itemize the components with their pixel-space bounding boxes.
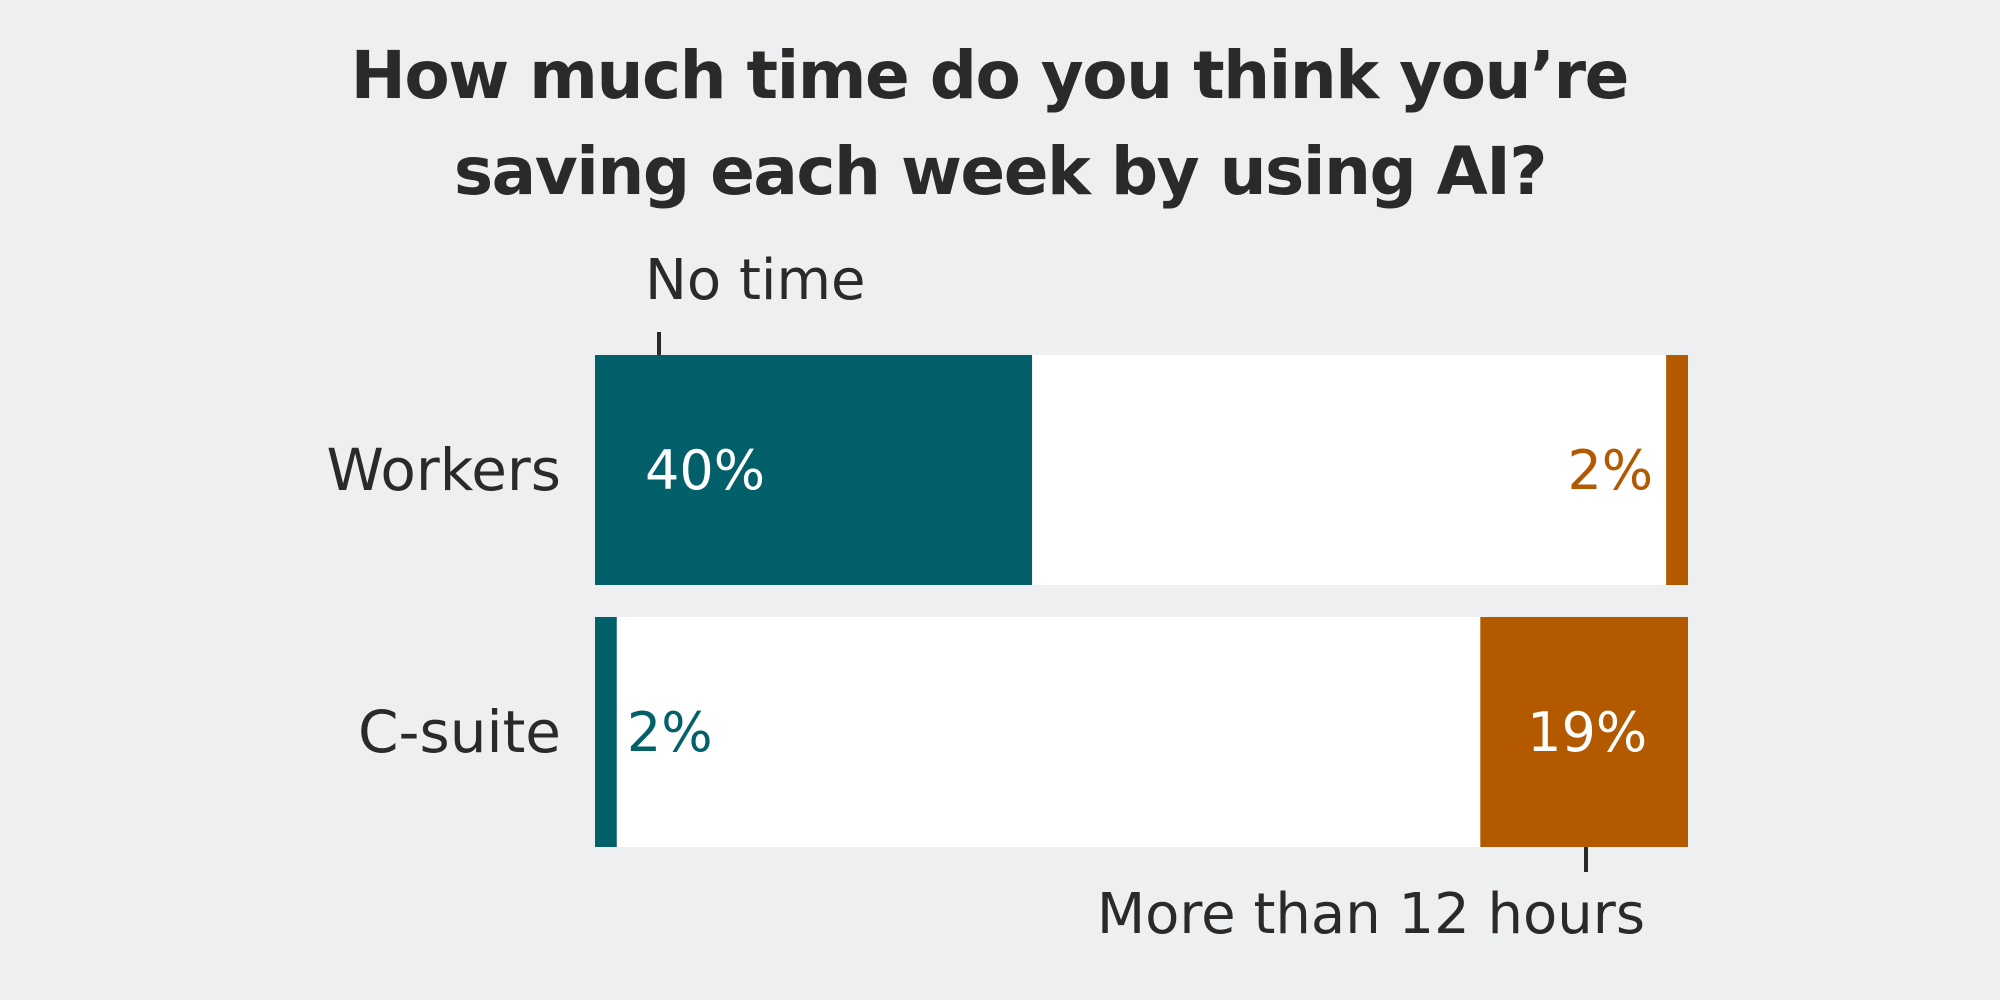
category-label-workers: Workers <box>326 436 561 504</box>
chart-title: How much time do you think you’re saving… <box>351 37 1650 210</box>
bar-workers-remainder <box>1032 355 1667 585</box>
annotation-top-label: No time <box>645 248 865 313</box>
annotations-group: No time More than 12 hours <box>645 248 1645 947</box>
value-label-workers-no-time: 40% <box>645 439 765 502</box>
bar-c-suite-remainder <box>616 617 1481 847</box>
category-label-c-suite: C-suite <box>358 698 561 766</box>
chart-title-line-2: saving each week by using AI? <box>454 133 1546 210</box>
labels-group: Workers 40% 2% C-suite 2% 19% <box>326 436 1653 766</box>
value-label-workers-more-than-12-hours: 2% <box>1567 439 1653 502</box>
bar-workers-no-time <box>595 355 1033 585</box>
value-label-c-suite-no-time: 2% <box>627 701 713 764</box>
bar-workers-more-than-12-hours <box>1666 355 1688 585</box>
bar-c-suite-more-than-12-hours <box>1480 617 1688 847</box>
chart-title-line-1: How much time do you think you’re <box>351 37 1628 114</box>
value-label-c-suite-more-than-12-hours: 19% <box>1527 701 1647 764</box>
bar-c-suite-no-time <box>595 617 617 847</box>
annotation-bottom-label: More than 12 hours <box>1097 882 1645 947</box>
bars-group <box>595 355 1688 847</box>
